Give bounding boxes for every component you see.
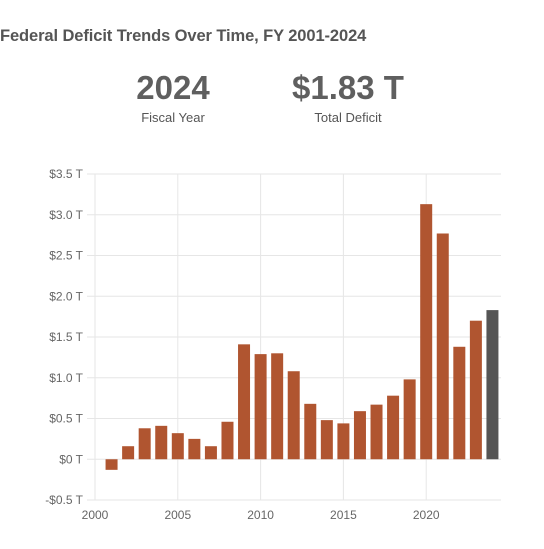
y-tick-label: $0 T	[59, 452, 83, 466]
bar-2018[interactable]	[387, 395, 400, 460]
axis-labels: -$0.5 T $0 T $0.5 T $1.0 T $1.5 T $2.0 T $2.5 …	[45, 167, 440, 522]
bar-2004[interactable]	[155, 425, 168, 460]
y-tick-label: $2.0 T	[49, 289, 83, 303]
bar-2013[interactable]	[304, 403, 317, 460]
y-tick-label: -$0.5 T	[45, 493, 83, 507]
bar-2011[interactable]	[271, 353, 284, 460]
bar-2017[interactable]	[370, 404, 383, 460]
bar-2021[interactable]	[436, 233, 449, 460]
y-tick-label: $3.5 T	[49, 167, 83, 181]
bar-2020[interactable]	[420, 204, 433, 460]
fiscal-year-stat: 2024 Fiscal Year	[93, 68, 253, 125]
total-deficit-value: $1.83 T	[292, 69, 404, 106]
y-tick-label: $1.0 T	[49, 371, 83, 385]
bar-2002[interactable]	[122, 446, 135, 460]
bar-2024[interactable]	[486, 310, 499, 460]
bar-2012[interactable]	[287, 371, 300, 460]
y-tick-label: $1.5 T	[49, 330, 83, 344]
x-tick-label: 2020	[413, 508, 440, 522]
bar-2019[interactable]	[403, 379, 416, 460]
x-tick-label: 2000	[82, 508, 109, 522]
x-tick-label: 2015	[330, 508, 357, 522]
fiscal-year-label: Fiscal Year	[141, 110, 205, 125]
x-tick-label: 2005	[164, 508, 191, 522]
bars	[105, 204, 499, 470]
total-deficit-stat: $1.83 T Total Deficit	[268, 68, 428, 125]
y-tick-label: $0.5 T	[49, 412, 83, 426]
bar-2023[interactable]	[469, 320, 482, 460]
y-tick-label: $2.5 T	[49, 249, 83, 263]
bar-2008[interactable]	[221, 421, 234, 460]
bar-2015[interactable]	[337, 423, 350, 460]
bar-2001[interactable]	[105, 459, 118, 470]
bar-2009[interactable]	[238, 344, 251, 460]
y-tick-label: $3.0 T	[49, 208, 83, 222]
bar-2006[interactable]	[188, 438, 201, 460]
bar-2014[interactable]	[320, 420, 333, 460]
bar-2005[interactable]	[171, 433, 184, 460]
total-deficit-label: Total Deficit	[314, 110, 382, 125]
bar-2016[interactable]	[353, 411, 366, 460]
bar-2003[interactable]	[138, 428, 151, 460]
fiscal-year-value: 2024	[136, 69, 210, 106]
bar-2007[interactable]	[204, 446, 217, 460]
bar-2010[interactable]	[254, 354, 267, 460]
x-tick-label: 2010	[247, 508, 274, 522]
bar-2022[interactable]	[453, 346, 466, 460]
chart-title: Federal Deficit Trends Over Time, FY 200…	[0, 27, 367, 45]
